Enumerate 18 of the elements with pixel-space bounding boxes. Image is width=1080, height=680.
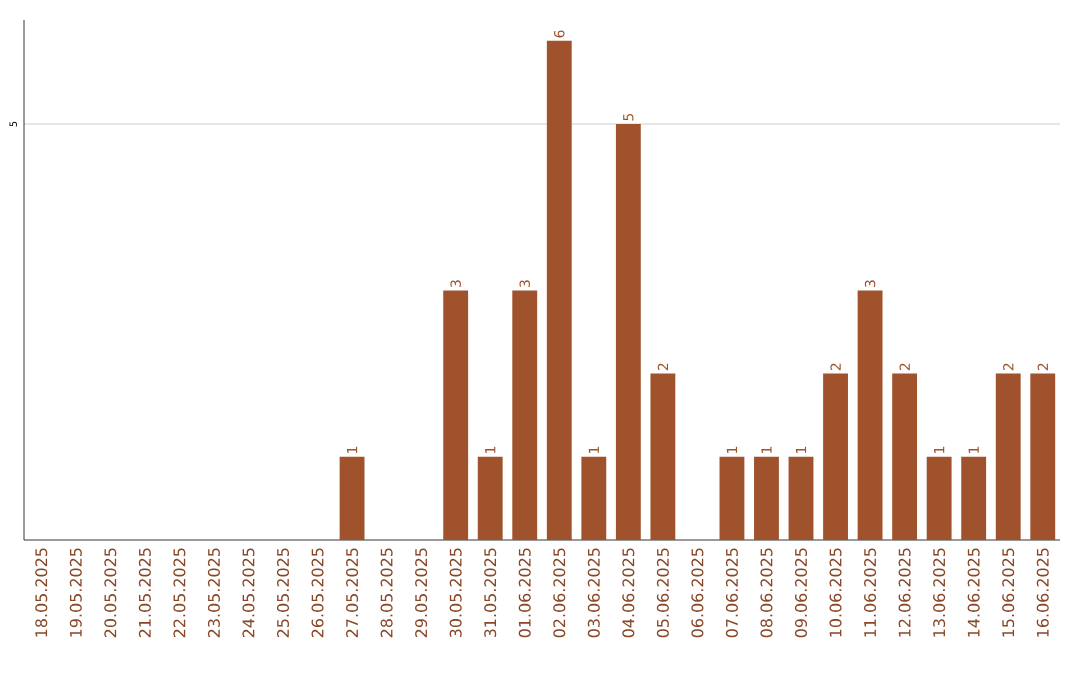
bar bbox=[823, 373, 848, 540]
bar bbox=[615, 124, 641, 540]
bar bbox=[857, 290, 883, 540]
bar bbox=[477, 456, 503, 540]
bar bbox=[892, 373, 918, 540]
bar bbox=[546, 40, 572, 540]
bar bbox=[512, 290, 538, 540]
bar bbox=[1030, 373, 1056, 540]
bar bbox=[961, 456, 987, 540]
bar bbox=[581, 456, 607, 540]
bar bbox=[719, 456, 745, 540]
bar bbox=[339, 456, 365, 540]
bar bbox=[788, 456, 814, 540]
bar bbox=[443, 290, 469, 540]
bar bbox=[650, 373, 676, 540]
bar bbox=[926, 456, 952, 540]
bar bbox=[995, 373, 1021, 540]
bar bbox=[754, 456, 779, 540]
